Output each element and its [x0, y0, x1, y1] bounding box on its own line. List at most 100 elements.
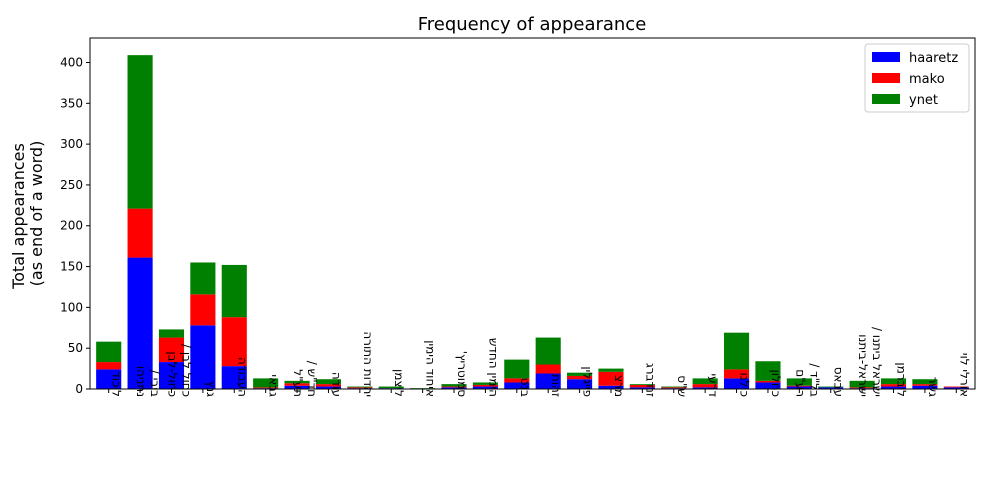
bar-haaretz: [598, 385, 624, 389]
x-tick-label-line: סמוטריץ': [455, 351, 469, 397]
bar-haaretz: [723, 378, 750, 389]
bar-haaretz: [127, 257, 153, 389]
bar-mako: [943, 386, 969, 388]
x-tick-label-line: גשר: [926, 377, 940, 397]
x-tick-label-line: הימין החדש: [486, 338, 500, 397]
y-tick-label: 0: [75, 382, 83, 396]
bar-ynet: [723, 332, 750, 370]
x-tick-label: אורלי לוי: [957, 353, 971, 397]
x-tick-label: יהדות התורה: [361, 331, 375, 397]
y-tick-label: 250: [60, 178, 83, 192]
legend-swatch-haaretz: [872, 52, 900, 62]
x-tick-label-line: כולנו: [738, 372, 752, 397]
x-tick-label: זהות: [549, 374, 563, 397]
bar-haaretz: [504, 382, 530, 389]
x-tick-label-line: ישראל-ביתנו: [856, 334, 870, 397]
bar-ynet: [472, 382, 498, 385]
x-tick-label-line: רע"ם: [793, 369, 807, 397]
x-tick-label-line: כחלון: [769, 369, 783, 397]
chart-title: Frequency of appearance: [418, 14, 647, 35]
x-tick-label: כחול לבן /כחול-לבן: [165, 344, 193, 397]
bar-ynet: [96, 341, 122, 363]
x-tick-label-line: ליכוד: [110, 371, 124, 397]
x-tick-label-line: תע"ל: [291, 369, 305, 397]
x-tick-label-line: בנט: [518, 377, 532, 397]
bar-mako: [158, 337, 185, 363]
x-tick-label: מרצ: [612, 375, 626, 397]
bar-mako: [284, 383, 310, 386]
bar-ynet: [504, 359, 530, 379]
x-tick-label: ליברמן: [895, 362, 909, 397]
x-tick-label-line: ש"ס: [675, 375, 689, 397]
y-tick-label: 50: [68, 341, 83, 355]
y-tick-label: 400: [60, 55, 83, 69]
bar-ynet: [535, 337, 561, 365]
bar-haaretz: [880, 386, 907, 389]
x-tick-label-line: אורלי לוי: [957, 353, 971, 397]
x-tick-label: איחוד הימין: [424, 340, 438, 397]
x-tick-label: כחלון: [769, 369, 783, 397]
bar-haaretz: [472, 386, 498, 389]
bar-mako: [786, 385, 812, 387]
x-tick-label-line: חד"ש /: [305, 361, 319, 397]
x-tick-label-line: גבאי: [267, 374, 281, 397]
x-tick-label-line: זהות: [549, 374, 563, 397]
bar-ynet: [849, 380, 875, 388]
bar-ynet: [598, 368, 624, 372]
bar-haaretz: [190, 325, 216, 389]
y-axis-label-line-1: Total appearances: [9, 143, 28, 290]
bar-mako: [190, 294, 216, 326]
x-tick-label-line: יהדות התורה: [361, 331, 375, 397]
bar-ynet: [190, 262, 216, 295]
y-tick-label: 100: [60, 300, 83, 314]
x-axis: ליכוד ביבי /נתניהו כחול לבן /כחול-לבן גנץ הע…: [108, 327, 971, 397]
y-tick-label: 350: [60, 96, 83, 110]
x-tick-label: בל"ד /רע"ם: [793, 363, 821, 397]
bar-ynet: [692, 378, 718, 385]
x-tick-label-line: נתניהו: [134, 366, 148, 397]
x-tick-label-line: זנדברג: [643, 363, 657, 397]
bar-haaretz: [315, 386, 342, 389]
x-tick-label: עבאס: [832, 367, 846, 397]
bar-haaretz: [755, 382, 781, 389]
x-tick-label-line: פייגלין: [581, 366, 595, 397]
bar-mako: [661, 387, 687, 389]
bar-haaretz: [692, 387, 718, 389]
bar-haaretz: [943, 387, 969, 389]
bar-ynet: [912, 379, 938, 385]
bar-ynet: [880, 378, 907, 385]
bar-mako: [504, 378, 530, 383]
x-tick-label: ליצמן: [392, 369, 406, 397]
x-tick-label-line: מרצ: [612, 375, 626, 397]
x-tick-label-line: ליברמן: [895, 362, 909, 397]
legend-label-ynet: ynet: [909, 93, 938, 108]
x-tick-label: זנדברג: [643, 363, 657, 397]
bar-mako: [755, 380, 781, 383]
x-tick-label: פייגלין: [581, 366, 595, 397]
bar-ynet: [253, 378, 279, 388]
x-tick-label: העבודה: [235, 357, 249, 397]
x-tick-label-line: איחוד הימין: [424, 340, 438, 397]
y-tick-label: 300: [60, 137, 83, 151]
bar-mako: [315, 384, 342, 387]
bar-ynet: [567, 372, 593, 376]
bar-haaretz: [535, 373, 561, 389]
x-tick-label-line: בל"ד /: [807, 363, 821, 397]
legend-swatch-mako: [872, 73, 900, 83]
y-axis-label-line-2: (as end of a word): [27, 141, 46, 287]
legend-label-mako: mako: [909, 72, 945, 87]
bar-haaretz: [818, 387, 844, 389]
bar-mako: [912, 384, 938, 386]
bar-haaretz: [221, 366, 247, 389]
x-tick-label-line: העבודה: [235, 357, 249, 397]
bar-ynet: [158, 329, 185, 338]
bar-mako: [347, 387, 373, 389]
x-tick-label: ליכוד: [110, 371, 124, 397]
bar-ynet: [629, 384, 655, 385]
y-tick-label: 200: [60, 219, 83, 233]
bar-haaretz: [284, 385, 310, 389]
x-tick-label: דרעי: [706, 373, 720, 397]
bar-haaretz: [567, 379, 593, 389]
bar-ynet: [786, 378, 812, 386]
